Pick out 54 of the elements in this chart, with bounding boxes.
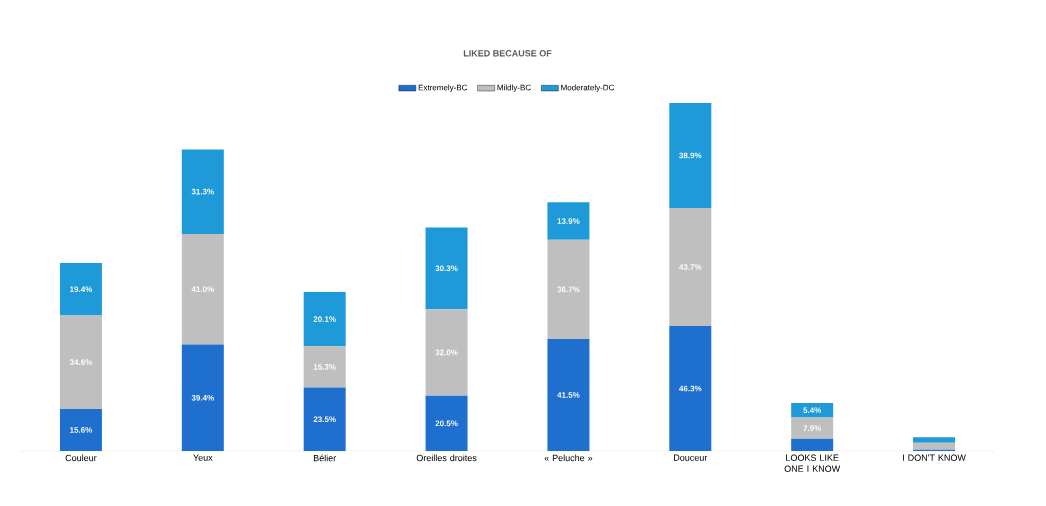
x-tick-label: LOOKS LIKE ONE I KNOW xyxy=(784,454,841,472)
bar xyxy=(547,202,590,240)
bar xyxy=(425,395,468,451)
x-tick-label: I DON'T KNOW xyxy=(903,454,966,461)
bar xyxy=(669,325,712,451)
data-label: 31.3% xyxy=(191,188,214,195)
bar xyxy=(181,149,224,234)
bar xyxy=(913,442,956,450)
bar xyxy=(547,338,590,451)
bar xyxy=(669,102,712,208)
bar xyxy=(791,402,834,418)
data-label: 19.4% xyxy=(70,286,93,293)
data-label: 13.9% xyxy=(557,218,580,224)
bar xyxy=(791,438,834,451)
bar xyxy=(425,227,468,310)
data-label: 20.1% xyxy=(313,316,336,322)
bar xyxy=(59,408,102,451)
bar xyxy=(303,291,346,347)
data-label: 38.9% xyxy=(679,152,702,159)
data-label: 41.5% xyxy=(557,392,580,398)
x-tick-label: Bélier xyxy=(313,454,337,462)
data-label: 46.3% xyxy=(679,385,702,392)
bar xyxy=(669,207,712,326)
x-tick-label: Oreilles droites xyxy=(416,454,477,462)
bar xyxy=(181,233,224,345)
data-label: 36.7% xyxy=(557,286,580,293)
bar xyxy=(181,344,224,451)
data-label: 20.5% xyxy=(435,420,458,427)
data-label: 39.4% xyxy=(191,394,214,401)
data-label: 32.0% xyxy=(435,349,458,356)
data-label: 15.3% xyxy=(313,364,336,370)
bar xyxy=(303,346,346,388)
x-tick-label: Douceur xyxy=(674,454,708,461)
bar xyxy=(791,417,834,439)
bar xyxy=(913,437,956,443)
bar xyxy=(59,315,102,409)
legend-label: Mildly-BC xyxy=(497,84,531,92)
legend-label: Extremely-BC xyxy=(418,84,468,92)
data-label: 34.6% xyxy=(69,359,93,366)
data-label: 15.6% xyxy=(70,427,93,433)
data-label: 41.0% xyxy=(191,286,214,293)
data-label: 23.5% xyxy=(313,416,336,423)
x-tick-label: Couleur xyxy=(65,454,97,462)
bar xyxy=(425,309,468,396)
legend-label: Moderately-DC xyxy=(561,84,615,92)
x-tick-label: « Peluche » xyxy=(544,454,593,462)
bar xyxy=(303,387,346,451)
data-label: 30.3% xyxy=(435,265,458,272)
data-label: 5.4% xyxy=(803,407,822,414)
x-tick-label: Yeux xyxy=(193,454,213,461)
bar xyxy=(547,239,590,339)
chart-title: LIKED BECAUSE OF xyxy=(463,50,552,57)
bar xyxy=(59,263,102,316)
data-label: 7.9% xyxy=(803,425,822,432)
